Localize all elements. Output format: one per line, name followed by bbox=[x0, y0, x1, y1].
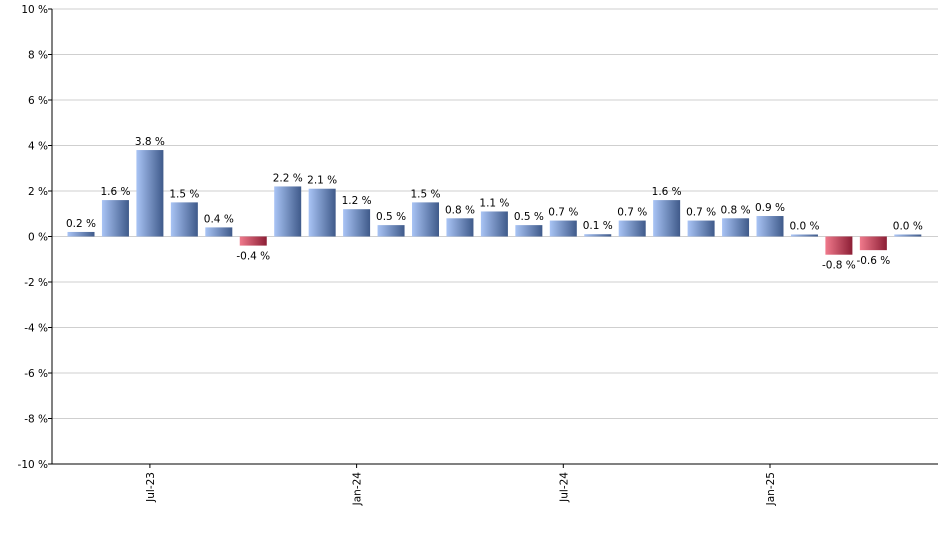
bar bbox=[343, 209, 371, 237]
bar bbox=[377, 225, 405, 237]
bar bbox=[170, 202, 198, 237]
bar bbox=[722, 218, 750, 237]
y-tick-label: -4 % bbox=[24, 323, 48, 335]
bar bbox=[67, 231, 95, 237]
bar bbox=[480, 211, 508, 237]
bar bbox=[274, 186, 302, 237]
x-tick-label: Jul-23 bbox=[145, 472, 157, 503]
x-tick-label: Jan-24 bbox=[352, 472, 364, 507]
data-label: 0.7 % bbox=[686, 207, 716, 219]
data-label: 0.8 % bbox=[721, 204, 751, 216]
bar bbox=[308, 188, 336, 237]
bar bbox=[515, 225, 543, 237]
bar bbox=[549, 220, 577, 237]
bar bbox=[101, 200, 129, 237]
data-label: 1.6 % bbox=[100, 186, 130, 198]
y-tick-label: -6 % bbox=[24, 368, 48, 380]
bar bbox=[239, 236, 267, 246]
axes bbox=[51, 9, 938, 465]
y-tick-label: -8 % bbox=[24, 414, 48, 426]
x-tick-label: Jan-25 bbox=[765, 472, 777, 506]
data-label: 1.6 % bbox=[652, 186, 682, 198]
data-label: 0.1 % bbox=[583, 220, 613, 232]
y-tick-label: 2 % bbox=[28, 186, 48, 198]
y-tick-label: 6 % bbox=[28, 95, 48, 107]
data-label: 1.5 % bbox=[169, 188, 199, 200]
x-axis-ticks: Jul-23 Jan-24 Jul-24 Jan-25 bbox=[145, 464, 777, 506]
bars bbox=[67, 150, 922, 255]
bar bbox=[136, 150, 164, 237]
data-label: -0.8 % bbox=[822, 260, 856, 272]
y-tick-label: 10 % bbox=[21, 4, 48, 16]
bar bbox=[790, 234, 818, 237]
y-axis-ticks: 10 % 8 % 6 % 4 % 2 % 0 % -2 % -4 % -6 % -8 % -10 % bbox=[18, 4, 52, 471]
data-label: 0.2 % bbox=[66, 218, 96, 230]
bar bbox=[205, 227, 233, 237]
y-tick-label: 8 % bbox=[28, 50, 48, 62]
data-label: 0.7 % bbox=[617, 207, 647, 219]
bar bbox=[894, 234, 922, 237]
bar bbox=[446, 218, 474, 237]
data-label: 0.4 % bbox=[204, 213, 234, 225]
y-tick-label: 0 % bbox=[28, 232, 48, 244]
x-tick-label: Jul-24 bbox=[558, 472, 570, 503]
data-label: 1.5 % bbox=[410, 188, 440, 200]
data-label: 1.2 % bbox=[342, 195, 372, 207]
y-tick-label: -10 % bbox=[18, 459, 48, 471]
data-label: -0.6 % bbox=[856, 255, 890, 267]
bar bbox=[653, 200, 681, 237]
data-label: 0.7 % bbox=[548, 207, 578, 219]
data-label: 0.5 % bbox=[514, 211, 544, 223]
data-label: 2.1 % bbox=[307, 175, 337, 187]
bar bbox=[412, 202, 439, 237]
bar bbox=[756, 216, 784, 237]
data-label: 0.0 % bbox=[893, 221, 923, 233]
data-label: 0.5 % bbox=[376, 211, 406, 223]
data-label: 0.0 % bbox=[789, 221, 819, 233]
y-tick-label: -2 % bbox=[24, 277, 48, 289]
data-labels: 0.2 % 1.6 % 3.8 % 1.5 % 0.4 % -0.4 % 2.2 % 2.1 … bbox=[66, 136, 923, 272]
data-label: 0.9 % bbox=[755, 202, 785, 214]
bar bbox=[859, 236, 887, 251]
y-tick-label: 4 % bbox=[28, 141, 48, 153]
data-label: 1.1 % bbox=[479, 197, 509, 209]
data-label: -0.4 % bbox=[236, 251, 270, 263]
bar bbox=[825, 236, 853, 255]
bar bbox=[687, 220, 715, 237]
bar bbox=[618, 220, 646, 237]
bar bbox=[584, 234, 612, 237]
data-label: 2.2 % bbox=[273, 172, 303, 184]
data-label: 0.8 % bbox=[445, 204, 475, 216]
data-label: 3.8 % bbox=[135, 136, 165, 148]
